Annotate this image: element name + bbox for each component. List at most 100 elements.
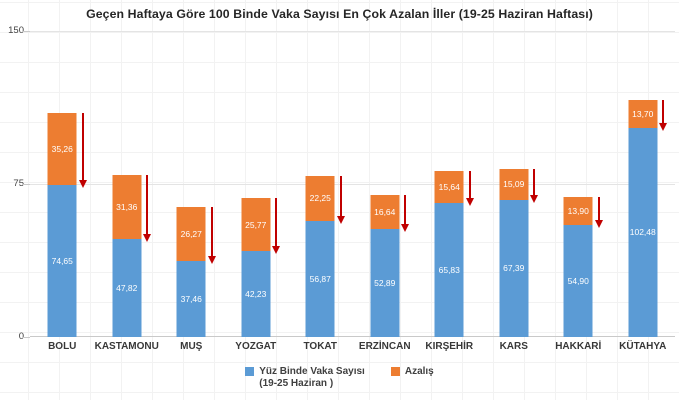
vaka-sayisi-segment: 56,87 — [305, 221, 335, 337]
decrease-arrow-icon — [659, 100, 668, 131]
arrow-shaft — [468, 170, 471, 198]
decrease-arrow-icon — [207, 207, 216, 264]
bar-stack: 16,64 52,89 — [370, 195, 400, 337]
azalis-segment: 26,27 — [176, 207, 206, 261]
vaka-sayisi-value-label: 74,65 — [51, 255, 73, 266]
bar-stack: 13,70 102,48 — [628, 100, 658, 337]
arrow-head — [272, 245, 281, 254]
azalis-value-label: 15,64 — [438, 181, 460, 192]
legend-label-vaka-sayisi: Yüz Binde Vaka Sayısı — [259, 366, 365, 377]
category-label-row: BOLU KASTAMONU MUŞ YOZGAT TOKAT ERZİNCAN KIRŞE… — [30, 341, 675, 352]
bar-cell-erzi̇ncan: 16,64 52,89 — [353, 31, 418, 337]
arrow-shaft — [597, 196, 600, 220]
decrease-arrow-icon — [336, 175, 345, 224]
legend-swatch-blue — [245, 367, 255, 376]
bar-stack: 31,36 47,82 — [112, 175, 142, 337]
vaka-sayisi-value-label: 42,23 — [245, 288, 267, 299]
bar-cell-kütahya: 13,70 102,48 — [611, 31, 676, 337]
vaka-sayisi-value-label: 56,87 — [309, 274, 331, 284]
decrease-arrow-icon — [272, 198, 281, 254]
azalis-value-label: 22,25 — [309, 193, 331, 204]
plot-area: 35,26 74,65 31,36 47,82 26,27 37,46 25,77 42,23… — [30, 31, 675, 337]
y-axis-tick-75: 75 — [13, 178, 24, 189]
arrow-head — [78, 179, 87, 188]
arrow-head — [530, 194, 539, 203]
category-label-bolu: BOLU — [48, 341, 77, 352]
vaka-sayisi-segment: 65,83 — [434, 202, 464, 337]
arrow-head — [143, 234, 152, 243]
decrease-arrow-icon — [594, 196, 603, 228]
azalis-segment: 31,36 — [112, 175, 142, 240]
azalis-value-label: 16,64 — [374, 207, 396, 218]
azalis-segment: 15,64 — [434, 170, 464, 203]
bar-stack: 26,27 37,46 — [176, 207, 206, 337]
decrease-arrow-icon — [78, 112, 87, 188]
category-label-tokat: TOKAT — [303, 341, 337, 352]
bar-stack: 13,90 54,90 — [563, 196, 593, 337]
arrow-shaft — [339, 175, 342, 216]
category-label-kirşehi̇r: KIRŞEHİR — [425, 341, 474, 352]
azalis-value-label: 35,26 — [51, 143, 73, 154]
decrease-arrow-icon — [143, 175, 152, 243]
legend-swatch-orange — [390, 367, 400, 376]
y-axis-tickmark-0 — [22, 337, 30, 338]
y-axis-tickmark-150 — [22, 31, 30, 32]
vaka-sayisi-segment: 67,39 — [499, 199, 529, 337]
azalis-segment: 22,25 — [305, 175, 335, 221]
arrow-head — [207, 255, 216, 264]
vaka-sayisi-segment: 47,82 — [112, 239, 142, 337]
arrow-shaft — [146, 175, 149, 235]
bar-stack: 35,26 74,65 — [47, 112, 77, 337]
chart-legend: Yüz Binde Vaka Sayısı (19-25 Haziran ) A… — [0, 366, 679, 389]
arrow-shaft — [81, 112, 84, 180]
vaka-sayisi-value-label: 102,48 — [629, 227, 656, 238]
chart-title: Geçen Haftaya Göre 100 Binde Vaka Sayısı… — [86, 7, 593, 21]
bar-stack: 22,25 56,87 — [305, 175, 335, 337]
bar-cell-tokat: 22,25 56,87 — [288, 31, 353, 337]
bar-cell-kars: 15,09 67,39 — [482, 31, 547, 337]
decrease-arrow-icon — [530, 168, 539, 203]
legend-item-azalis: Azalış — [390, 366, 434, 377]
bar-cell-bolu: 35,26 74,65 — [30, 31, 95, 337]
vaka-sayisi-value-label: 47,82 — [116, 283, 138, 294]
azalis-value-label: 13,70 — [632, 108, 654, 119]
decrease-arrow-icon — [465, 170, 474, 206]
arrow-shaft — [404, 195, 407, 225]
category-label-hakkari̇: HAKKARİ — [555, 341, 602, 352]
vaka-sayisi-value-label: 67,39 — [503, 263, 525, 274]
bar-stack: 25,77 42,23 — [241, 198, 271, 337]
vaka-sayisi-value-label: 37,46 — [180, 293, 202, 304]
azalis-value-label: 26,27 — [180, 228, 202, 239]
arrow-head — [401, 224, 410, 233]
bar-cell-kirşehi̇r: 15,64 65,83 — [417, 31, 482, 337]
arrow-head — [465, 197, 474, 206]
category-label-erzi̇ncan: ERZİNCAN — [358, 341, 411, 352]
azalis-value-label: 25,77 — [245, 219, 267, 230]
x-axis-line — [30, 336, 675, 337]
azalis-segment: 13,70 — [628, 100, 658, 128]
category-label-kütahya: KÜTAHYA — [619, 341, 667, 352]
legend-label-vaka-sayisi-line2: (19-25 Haziran ) — [259, 378, 334, 389]
bar-cell-kastamonu: 31,36 47,82 — [95, 31, 160, 337]
vaka-sayisi-segment: 74,65 — [47, 184, 77, 337]
arrow-shaft — [210, 207, 213, 256]
azalis-value-label: 15,09 — [503, 179, 525, 190]
category-label-muş: MUŞ — [180, 341, 203, 352]
azalis-segment: 25,77 — [241, 198, 271, 251]
gridline-150 — [30, 31, 675, 32]
arrow-shaft — [275, 198, 278, 246]
azalis-segment: 35,26 — [47, 112, 77, 185]
gridline-75 — [30, 184, 675, 185]
vaka-sayisi-segment: 52,89 — [370, 229, 400, 337]
azalis-value-label: 31,36 — [116, 202, 138, 213]
azalis-segment: 15,09 — [499, 168, 529, 200]
bar-cell-yozgat: 25,77 42,23 — [224, 31, 289, 337]
y-axis-tick-150: 150 — [8, 25, 24, 36]
bar-stack: 15,64 65,83 — [434, 170, 464, 337]
bar-cell-hakkari̇: 13,90 54,90 — [546, 31, 611, 337]
azalis-segment: 13,90 — [563, 196, 593, 225]
arrow-shaft — [533, 168, 536, 195]
vaka-sayisi-value-label: 52,89 — [374, 278, 396, 289]
azalis-segment: 16,64 — [370, 195, 400, 230]
